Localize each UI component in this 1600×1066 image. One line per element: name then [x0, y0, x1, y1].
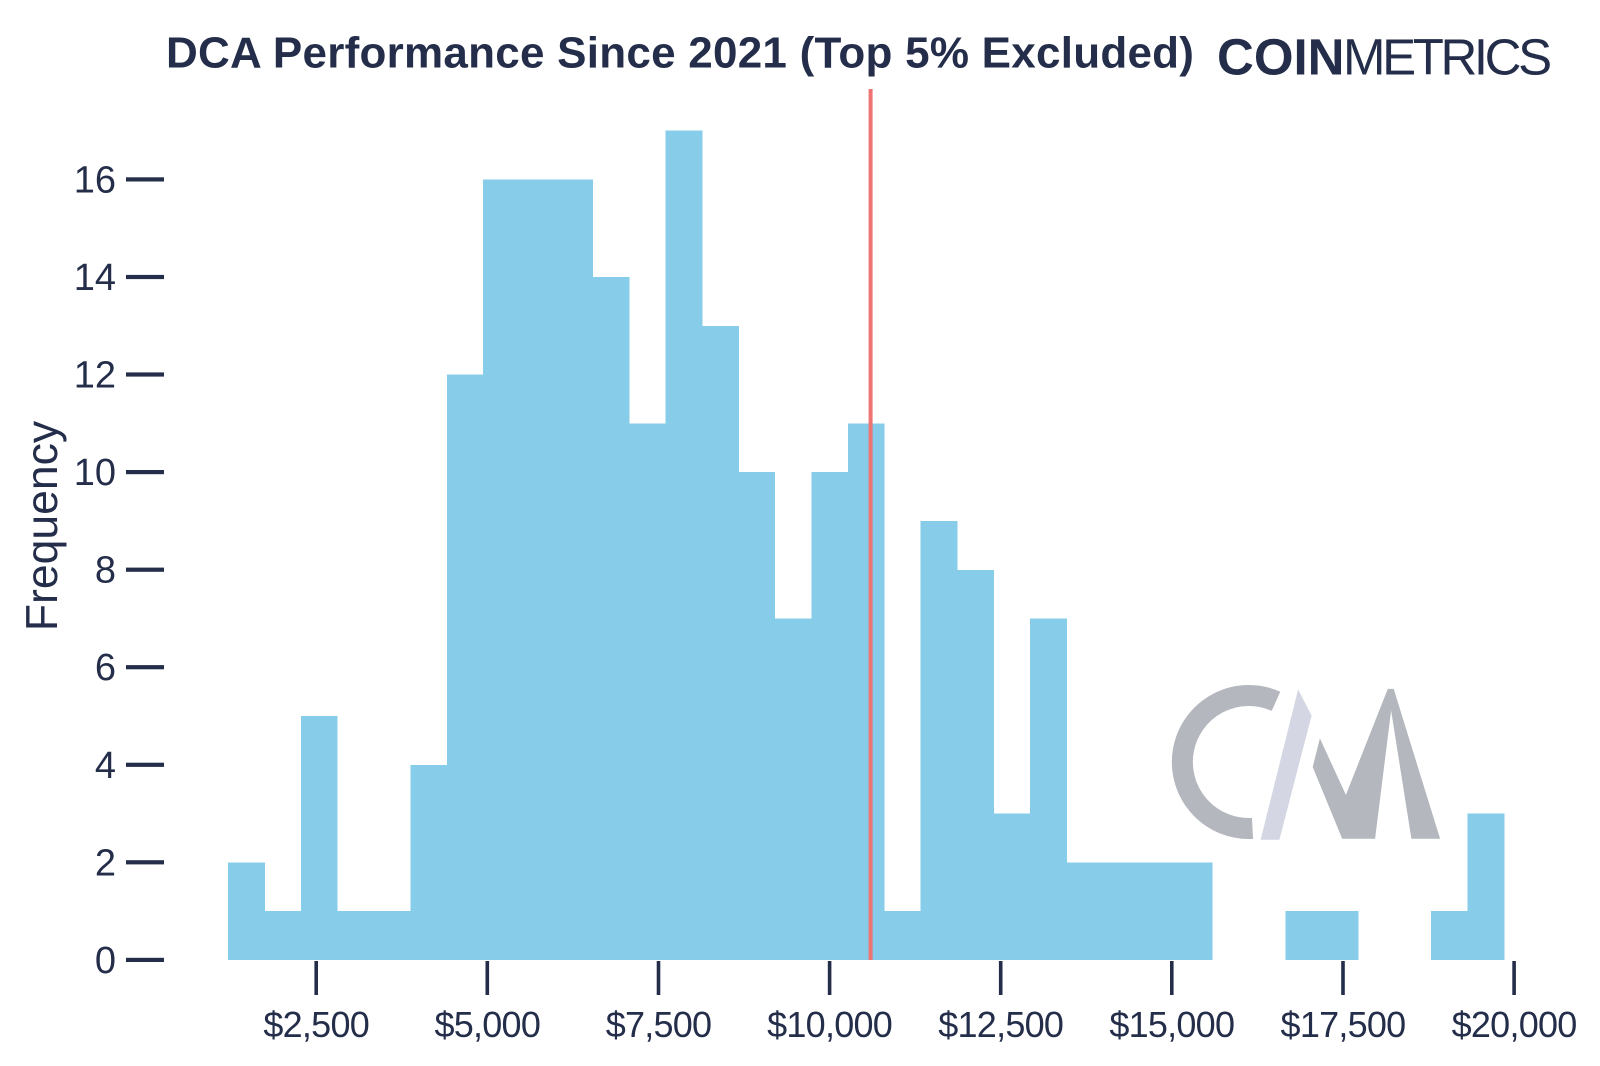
svg-text:COIN: COIN [1217, 29, 1345, 86]
svg-text:2: 2 [95, 842, 116, 884]
svg-text:6: 6 [95, 647, 116, 689]
svg-text:16: 16 [74, 159, 116, 201]
svg-text:DCA Performance Since 2021 (To: DCA Performance Since 2021 (Top 5% Exclu… [166, 29, 1194, 78]
svg-text:METRICS: METRICS [1343, 29, 1550, 86]
svg-text:$17,500: $17,500 [1281, 1004, 1406, 1045]
svg-text:0: 0 [95, 940, 116, 982]
svg-text:$2,500: $2,500 [263, 1004, 369, 1045]
svg-text:10: 10 [74, 452, 116, 494]
svg-text:4: 4 [95, 745, 116, 787]
svg-text:14: 14 [74, 257, 116, 299]
svg-text:$20,000: $20,000 [1452, 1004, 1577, 1045]
svg-text:8: 8 [95, 550, 116, 592]
svg-text:12: 12 [74, 355, 116, 397]
svg-text:$15,000: $15,000 [1109, 1004, 1234, 1045]
svg-text:Frequency: Frequency [18, 420, 67, 631]
svg-text:$12,500: $12,500 [938, 1004, 1063, 1045]
svg-text:$7,500: $7,500 [606, 1004, 712, 1045]
svg-text:$5,000: $5,000 [434, 1004, 540, 1045]
svg-text:$10,000: $10,000 [767, 1004, 892, 1045]
